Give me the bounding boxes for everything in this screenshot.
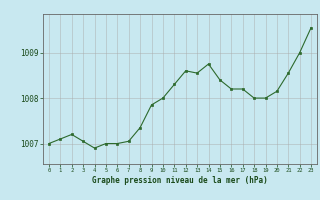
X-axis label: Graphe pression niveau de la mer (hPa): Graphe pression niveau de la mer (hPa) (92, 176, 268, 185)
